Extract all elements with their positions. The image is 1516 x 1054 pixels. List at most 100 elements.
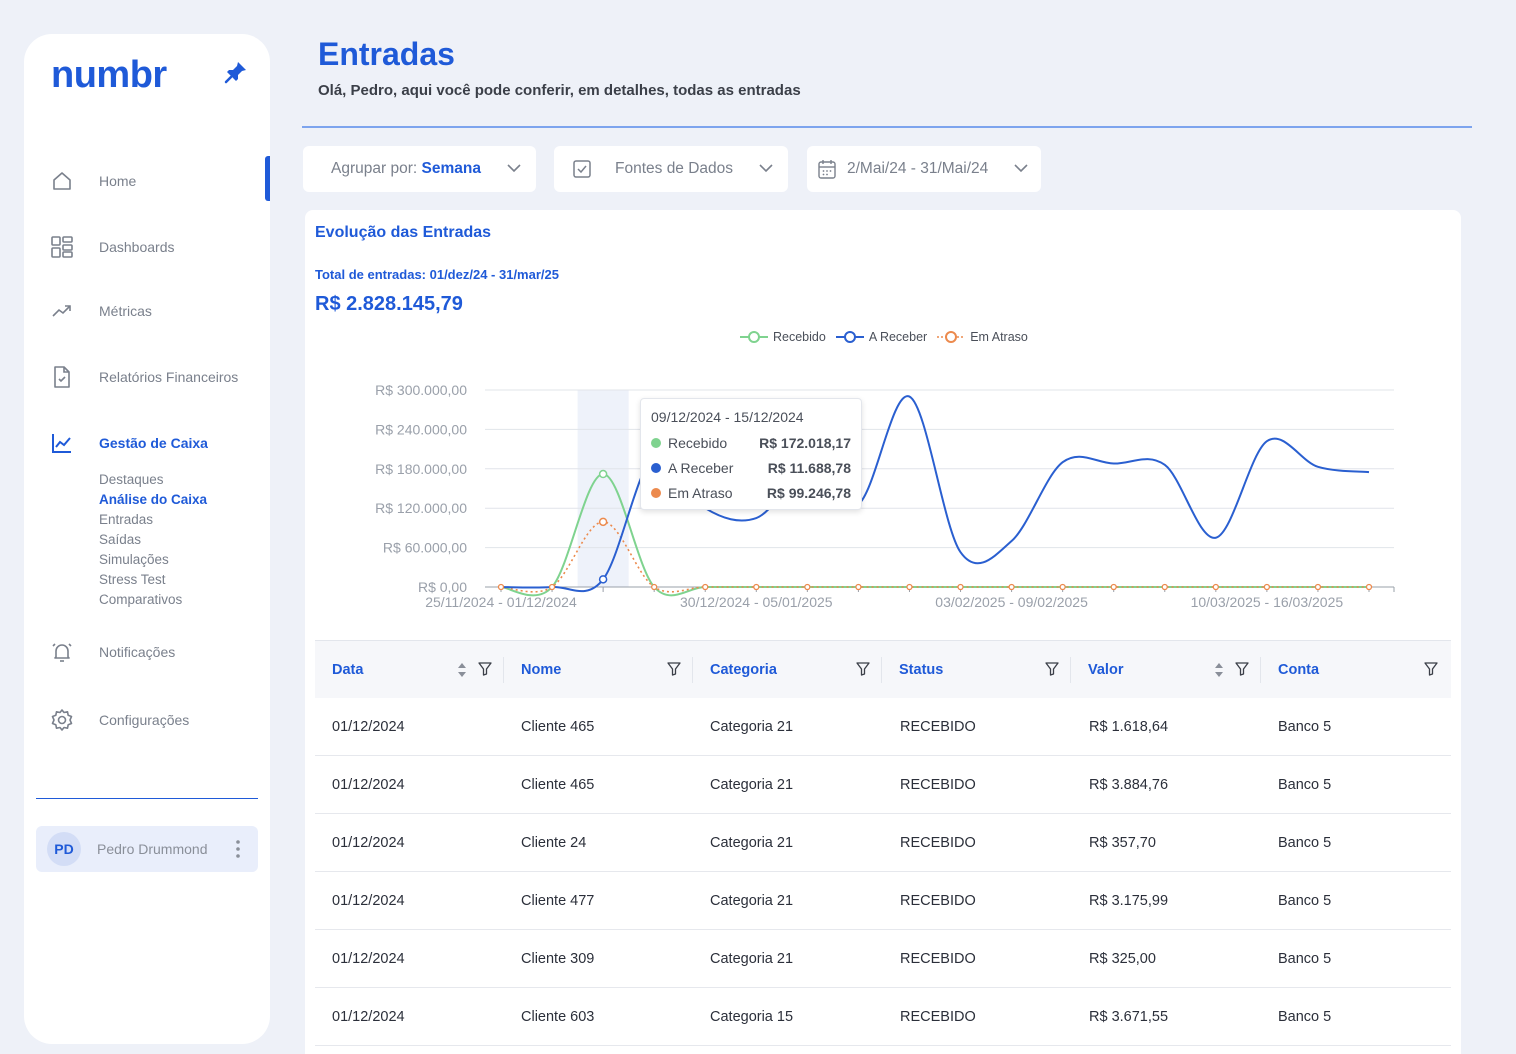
sidebar-item-label: Métricas <box>99 303 152 319</box>
sidebar-divider <box>36 798 258 799</box>
cell-valor: R$ 3.671,55 <box>1089 1009 1169 1025</box>
subnav-item-stress-test[interactable]: Stress Test <box>99 572 166 587</box>
sidebar-item-home[interactable]: Home <box>24 161 270 201</box>
data-sources-dropdown[interactable]: Fontes de Dados <box>554 146 788 192</box>
x-tick-label: 10/03/2025 - 16/03/2025 <box>1191 594 1344 610</box>
cell-data: 01/12/2024 <box>332 893 405 909</box>
column-header-nome[interactable]: Nome <box>521 641 561 699</box>
legend-marker-em-atraso <box>937 331 966 343</box>
cell-data: 01/12/2024 <box>332 1009 405 1025</box>
subnav-item-comparativos[interactable]: Comparativos <box>99 592 183 607</box>
sidebar-item-label: Configurações <box>99 712 190 728</box>
cell-valor: R$ 3.884,76 <box>1089 777 1169 793</box>
bell-icon <box>52 643 72 662</box>
filter-icon[interactable] <box>667 662 681 676</box>
sidebar-item-relatorios[interactable]: Relatórios Financeiros <box>24 357 270 397</box>
sidebar-item-gestao-de-caixa[interactable]: Gestão de Caixa <box>24 423 270 463</box>
series-line-a-receber <box>500 395 1370 593</box>
column-controls <box>1045 662 1059 676</box>
tooltip-dot <box>651 488 661 498</box>
column-header-valor[interactable]: Valor <box>1088 641 1123 699</box>
cell-status: RECEBIDO <box>900 835 976 851</box>
cell-status: RECEBIDO <box>900 951 976 967</box>
date-range-picker[interactable]: 2/Mai/24 - 31/Mai/24 <box>807 146 1041 192</box>
filter-icon[interactable] <box>1045 662 1059 676</box>
y-tick-label: R$ 0,00 <box>418 579 467 595</box>
y-tick-label: R$ 60.000,00 <box>383 540 467 556</box>
sidebar-item-notificacoes[interactable]: Notificações <box>24 632 270 672</box>
table-row[interactable]: 01/12/2024 Cliente 465 Categoria 21 RECE… <box>315 698 1451 756</box>
column-controls <box>456 662 492 678</box>
point-em-atraso <box>804 583 811 591</box>
column-label: Data <box>332 662 364 678</box>
chart-legend: Recebido A Receber Em Atraso <box>740 330 1038 344</box>
numbr-logo[interactable]: numbr <box>51 54 167 96</box>
calendar-icon <box>818 160 836 179</box>
column-controls <box>667 662 681 676</box>
point-em-atraso <box>906 583 913 591</box>
table-row[interactable]: 01/12/2024 Cliente 309 Categoria 21 RECE… <box>315 930 1451 988</box>
entries-line-chart[interactable]: R$ 0,00 R$ 60.000,00 R$ 120.000,00 R$ 180.0… <box>305 210 1461 630</box>
cell-categoria: Categoria 21 <box>710 835 794 851</box>
kebab-menu-icon[interactable] <box>236 839 240 859</box>
x-tick-label: 03/02/2025 - 09/02/2025 <box>935 594 1088 610</box>
cell-valor: R$ 3.175,99 <box>1089 893 1169 909</box>
chart-tooltip: 09/12/2024 - 15/12/2024 Recebido R$ 172.… <box>640 398 862 510</box>
filter-icon[interactable] <box>1235 662 1249 676</box>
column-label: Conta <box>1278 662 1320 678</box>
cell-categoria: Categoria 21 <box>710 951 794 967</box>
cell-nome: Cliente 309 <box>521 951 595 967</box>
legend-marker-recebido <box>740 331 768 343</box>
filter-icon[interactable] <box>856 662 870 676</box>
sidebar-item-metricas[interactable]: Métricas <box>24 291 270 331</box>
table-row[interactable]: 01/12/2024 Cliente 477 Categoria 21 RECE… <box>315 872 1451 930</box>
point-em-atraso <box>855 583 862 591</box>
active-indicator <box>265 156 270 201</box>
filter-icon[interactable] <box>478 662 492 676</box>
cell-status: RECEBIDO <box>900 777 976 793</box>
point-em-atraso <box>548 583 556 591</box>
legend-item-a-receber[interactable]: A Receber <box>835 330 927 344</box>
x-tick-label: 30/12/2024 - 05/01/2025 <box>680 594 833 610</box>
cell-conta: Banco 5 <box>1278 951 1332 967</box>
table-row[interactable]: 01/12/2024 Cliente 24 Categoria 21 RECEB… <box>315 814 1451 872</box>
sidebar-item-dashboards[interactable]: Dashboards <box>24 227 270 267</box>
legend-item-em-atraso[interactable]: Em Atraso <box>937 330 1028 344</box>
cell-conta: Banco 5 <box>1278 719 1332 735</box>
pin-icon[interactable] <box>224 60 248 84</box>
column-label: Valor <box>1088 662 1124 678</box>
legend-item-recebido[interactable]: Recebido <box>740 330 826 344</box>
group-by-dropdown[interactable]: Agrupar por: Semana <box>303 146 536 192</box>
sidebar-item-label: Home <box>99 173 137 189</box>
cell-categoria: Categoria 21 <box>710 719 794 735</box>
home-icon <box>53 172 71 190</box>
column-controls <box>856 662 870 676</box>
filter-icon[interactable] <box>1424 662 1438 676</box>
subnav-item-entradas[interactable]: Entradas <box>99 512 154 527</box>
sort-icon[interactable] <box>1213 662 1225 678</box>
column-header-categoria[interactable]: Categoria <box>710 641 777 699</box>
tooltip-series-name: Recebido <box>668 435 728 451</box>
column-header-status[interactable]: Status <box>899 641 943 699</box>
sort-icon[interactable] <box>456 662 468 678</box>
sidebar-item-label: Notificações <box>99 644 176 660</box>
column-header-conta[interactable]: Conta <box>1278 641 1319 699</box>
sidebar-item-label: Relatórios Financeiros <box>99 369 239 385</box>
series-line-em-atraso <box>500 521 1369 593</box>
subnav-item-simulacoes[interactable]: Simulações <box>99 552 169 567</box>
chevron-down-icon <box>759 164 773 173</box>
subnav-item-saidas[interactable]: Saídas <box>99 532 142 547</box>
subnav-item-analise-do-caixa[interactable]: Análise do Caixa <box>99 492 208 507</box>
point-em-atraso <box>651 583 658 591</box>
total-value: R$ 2.828.145,79 <box>315 293 463 315</box>
sidebar-item-configuracoes[interactable]: Configurações <box>24 700 270 740</box>
user-card[interactable]: PD Pedro Drummond <box>36 826 258 872</box>
column-separator <box>1260 657 1261 683</box>
tooltip-series-name: A Receber <box>668 460 734 476</box>
column-header-data[interactable]: Data <box>332 641 363 699</box>
table-row[interactable]: 01/12/2024 Cliente 603 Categoria 15 RECE… <box>315 988 1451 1046</box>
subnav-item-destaques[interactable]: Destaques <box>99 472 164 487</box>
table-row[interactable]: 01/12/2024 Cliente 465 Categoria 21 RECE… <box>315 756 1451 814</box>
checkbox-icon <box>573 160 591 178</box>
cell-categoria: Categoria 15 <box>710 1009 794 1025</box>
